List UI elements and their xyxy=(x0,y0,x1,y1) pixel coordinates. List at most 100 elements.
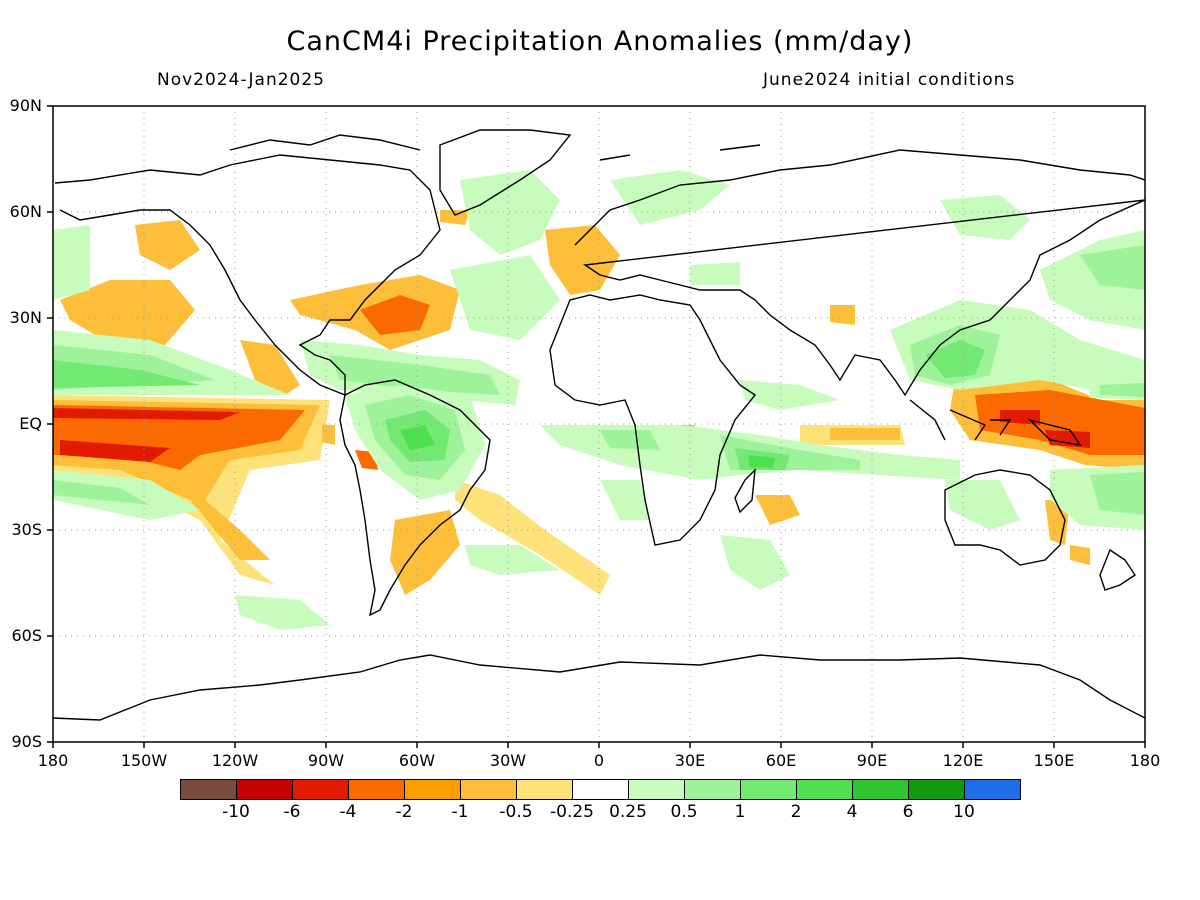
maritime-continent-coast xyxy=(909,399,1082,446)
anomaly-patch-dry xyxy=(975,390,1145,455)
south-america-coast xyxy=(339,379,491,617)
anomaly-patch-weak-dry xyxy=(830,428,900,440)
lon-label-0: 0 xyxy=(593,751,605,770)
colorbar-swatch xyxy=(516,779,573,800)
coastlines xyxy=(53,129,1145,721)
colorbar-label: 4 xyxy=(846,802,858,822)
anomaly-patch-slight-wet xyxy=(53,225,90,300)
colorbar-swatch xyxy=(852,779,909,800)
anomaly-patch-wet xyxy=(53,360,200,388)
colorbar-label: -4 xyxy=(339,802,357,822)
anomaly-patch-slight-dry xyxy=(455,480,610,595)
arctic-islands-coast xyxy=(229,134,761,161)
anomaly-patch-weak-dry xyxy=(830,305,855,325)
anomaly-patch-weak-wet xyxy=(1080,245,1145,290)
anomaly-patch-slight-wet xyxy=(450,255,560,340)
colorbar-label: -6 xyxy=(283,802,301,822)
lat-label-eq: EQ xyxy=(19,414,42,433)
anomaly-patch-weak-dry xyxy=(390,510,460,595)
north-america-coast xyxy=(54,154,441,397)
colorbar-label: 0.25 xyxy=(609,802,647,822)
colorbar-label: -10 xyxy=(222,802,250,822)
colorbar-label: 2 xyxy=(790,802,802,822)
anomaly-patch-slight-wet xyxy=(600,480,650,520)
anomaly-patch-slight-wet xyxy=(235,595,330,630)
colorbar-swatch xyxy=(684,779,741,800)
lat-label-60n: 60N xyxy=(9,202,42,221)
anomaly-patch-weak-wet xyxy=(330,355,500,395)
australia-coast xyxy=(944,469,1066,566)
anomaly-patch-weak-dry xyxy=(60,280,195,350)
lon-label-150w: 150W xyxy=(120,751,168,770)
anomaly-patch-weak-dry xyxy=(1070,545,1090,565)
anomaly-patch-slight-wet xyxy=(740,380,840,410)
anomaly-patch-slight-wet xyxy=(945,480,1020,530)
colorbar-swatch xyxy=(964,779,1021,800)
anomaly-patch-moderate-wet xyxy=(400,425,435,450)
lon-label-180: 180 xyxy=(37,751,69,770)
madagascar-coast xyxy=(734,468,756,514)
lon-label-150e: 150E xyxy=(1033,751,1075,770)
colorbar-swatch xyxy=(236,779,293,800)
anomaly-patch-strong-dry xyxy=(60,440,170,462)
colorbar-label: 0.5 xyxy=(670,802,698,822)
colorbar-label: -0.25 xyxy=(550,802,594,822)
lon-label-180: 180 xyxy=(1129,751,1161,770)
anomaly-patch-slight-wet xyxy=(940,195,1030,240)
lat-label-30n: 30N xyxy=(9,308,42,327)
colorbar-label: 10 xyxy=(953,802,975,822)
colorbar-swatch xyxy=(740,779,797,800)
anomaly-fields xyxy=(53,170,1145,630)
anomaly-patch-weak-dry xyxy=(240,340,300,395)
colorbar-swatch xyxy=(348,779,405,800)
colorbar-swatch xyxy=(572,779,629,800)
anomaly-patch-slight-wet xyxy=(465,545,560,575)
anomaly-patch-slight-wet xyxy=(690,262,740,285)
lat-label-90n: 90N xyxy=(9,96,42,115)
colorbar-swatch xyxy=(796,779,853,800)
lon-label-30w: 30W xyxy=(489,751,527,770)
colorbar-label: -2 xyxy=(395,802,413,822)
anomaly-patch-strong-dry xyxy=(53,408,240,420)
anomaly-patch-weak-wet xyxy=(1100,383,1145,397)
lon-label-120e: 120E xyxy=(942,751,984,770)
anomaly-patch-weak-dry xyxy=(755,495,800,525)
lon-label-30e: 30E xyxy=(674,751,706,770)
anomaly-patch-weak-wet xyxy=(600,430,660,450)
lon-label-60w: 60W xyxy=(398,751,436,770)
anomaly-patch-weak-wet xyxy=(1090,472,1145,515)
colorbar-label: -0.5 xyxy=(499,802,533,822)
colorbar-swatch xyxy=(908,779,965,800)
colorbar-label: 1 xyxy=(734,802,746,822)
anomaly-patch-weak-dry xyxy=(440,210,470,225)
anomaly-patch-slight-wet xyxy=(720,535,790,590)
colorbar-swatch xyxy=(404,779,461,800)
anomaly-patch-moderate-wet xyxy=(748,455,775,468)
anomaly-patch-dry xyxy=(360,295,430,335)
new-zealand-coast xyxy=(1099,548,1136,591)
colorbar-swatch xyxy=(180,779,237,800)
anomaly-patch-slight-wet xyxy=(610,170,730,225)
axis-ticks xyxy=(47,105,1146,748)
colorbar-swatch xyxy=(628,779,685,800)
colorbar-swatch xyxy=(460,779,517,800)
lat-label-30s: 30S xyxy=(11,520,42,539)
colorbar-label: -1 xyxy=(451,802,469,822)
anomaly-patch-weak-dry xyxy=(135,220,200,270)
map-title: CanCM4i Precipitation Anomalies (mm/day) xyxy=(286,26,914,57)
colorbar-swatch xyxy=(292,779,349,800)
anomaly-patch-weak-wet xyxy=(53,480,150,505)
colorbar-label: 6 xyxy=(902,802,914,822)
lat-label-60s: 60S xyxy=(11,626,42,645)
anomaly-patch-wet xyxy=(925,340,985,378)
map-gridlines xyxy=(53,106,1145,742)
lon-label-60e: 60E xyxy=(765,751,797,770)
lon-label-90w: 90W xyxy=(307,751,345,770)
anomaly-patch-weak-dry xyxy=(322,425,335,445)
greenland-coast xyxy=(439,129,572,216)
anomaly-patch-weak-dry xyxy=(545,225,620,295)
initial-conditions: June2024 initial conditions xyxy=(763,70,1016,90)
europe-africa-coast xyxy=(549,294,757,546)
lon-label-90e: 90E xyxy=(856,751,888,770)
